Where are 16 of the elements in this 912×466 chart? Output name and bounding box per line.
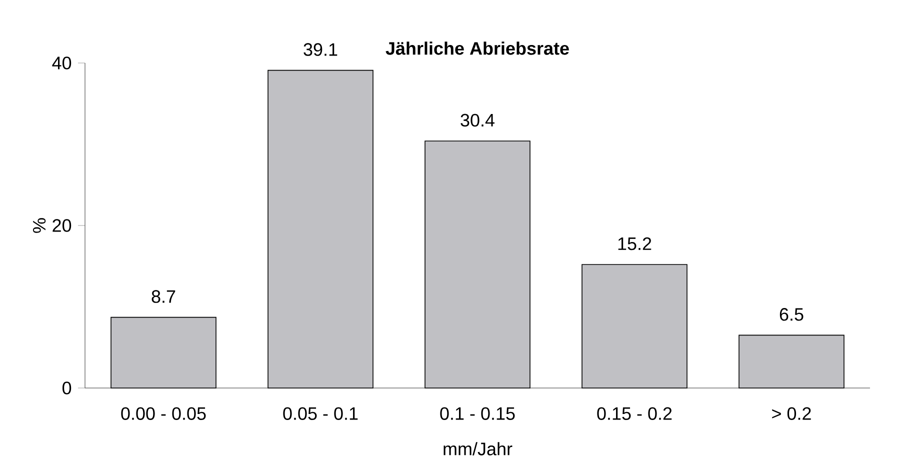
y-tick-label: 40 [52, 56, 72, 70]
y-tick-label: 0 [62, 382, 72, 394]
chart-title: Jährliche Abriebsrate [386, 42, 569, 55]
data-label: 30.4 [460, 114, 494, 127]
data-label: 39.1 [304, 43, 338, 56]
x-tick-label: > 0.2 [772, 407, 811, 420]
x-tick-label: 0.00 - 0.05 [121, 407, 206, 420]
x-tick-label: 0.05 - 0.1 [283, 407, 358, 420]
x-tick-label: 0.1 - 0.15 [440, 407, 515, 420]
data-label: 8.7 [152, 290, 176, 303]
data-label: 15.2 [618, 237, 652, 250]
y-axis-title: % [32, 218, 46, 233]
y-tick-label: 20 [52, 219, 72, 232]
data-label: 6.5 [780, 308, 804, 321]
x-tick-label: 0.15 - 0.2 [597, 407, 672, 420]
x-axis-title: mm/Jahr [444, 442, 512, 456]
